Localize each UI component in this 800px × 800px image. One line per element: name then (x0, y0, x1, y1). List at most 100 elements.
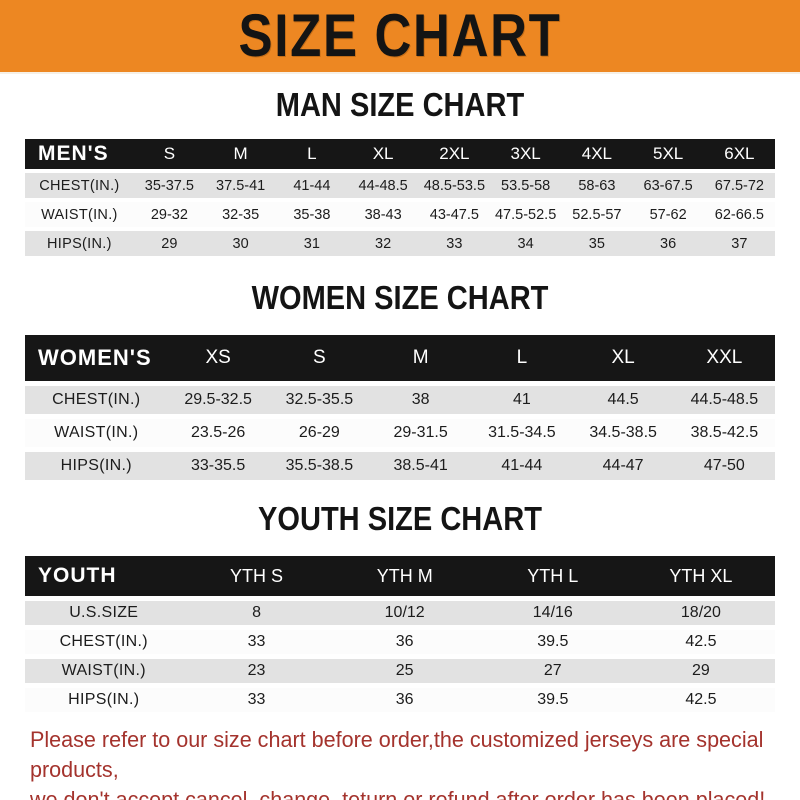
measurement-label: CHEST(IN.) (25, 630, 183, 654)
measurement-label: HIPS(IN.) (25, 231, 134, 256)
measurement-value: 33 (182, 688, 331, 712)
measurement-value: 37 (703, 231, 775, 256)
measurement-value: 25 (330, 659, 479, 683)
measurement-row: HIPS(IN.) 33 36 39.5 42.5 (25, 688, 775, 712)
size-column-header: YTH S (182, 556, 331, 596)
measurement-value: 41-44 (276, 173, 348, 198)
measurement-row: WAIST(IN.) 23 25 27 29 (25, 659, 775, 683)
measurement-label: HIPS(IN.) (25, 452, 168, 480)
measurement-value: 32-35 (205, 202, 277, 227)
measurement-row: CHEST(IN.) 33 36 39.5 42.5 (25, 630, 775, 654)
size-column-header: S (133, 139, 205, 169)
measurement-value: 42.5 (626, 630, 775, 654)
measurement-value: 29 (133, 231, 205, 256)
measurement-value: 26-29 (268, 419, 370, 447)
measurement-value: 38 (370, 386, 472, 414)
size-column-header: 3XL (490, 139, 562, 169)
measurement-value: 27 (478, 659, 627, 683)
table-title-cell: WOMEN'S (25, 335, 168, 381)
measurement-row: WAIST(IN.) 23.5-26 26-29 29-31.5 31.5-34.5 34… (25, 419, 775, 447)
measurement-row: HIPS(IN.) 29 30 31 32 33 34 35 36 37 (25, 231, 775, 256)
measurement-value: 14/16 (478, 601, 627, 625)
size-column-header: M (370, 335, 472, 381)
size-column-header: YTH L (478, 556, 627, 596)
measurement-value: 62-66.5 (703, 202, 775, 227)
measurement-value: 32 (347, 231, 419, 256)
measurement-row: CHEST(IN.) 35-37.5 37.5-41 41-44 44-48.5 48.5… (25, 173, 775, 198)
men-section-heading: MAN SIZE CHART (275, 86, 525, 123)
measurement-value: 58-63 (561, 173, 633, 198)
size-column-header: 6XL (703, 139, 775, 169)
measurement-value: 57-62 (632, 202, 704, 227)
measurement-value: 47-50 (673, 452, 775, 480)
size-column-header: YTH XL (626, 556, 775, 596)
measurement-value: 29 (626, 659, 775, 683)
measurement-label: CHEST(IN.) (25, 386, 168, 414)
men-size-table: MEN'S S M L XL 2XL 3XL 4XL 5XL 6XL CHEST(IN.) 35-37… (25, 135, 775, 260)
measurement-value: 23.5-26 (167, 419, 269, 447)
measurement-value: 41-44 (471, 452, 573, 480)
measurement-value: 33-35.5 (167, 452, 269, 480)
table-header-row: MEN'S S M L XL 2XL 3XL 4XL 5XL 6XL (25, 139, 775, 169)
size-column-header: XS (167, 335, 269, 381)
measurement-value: 39.5 (478, 688, 627, 712)
measurement-value: 38-43 (347, 202, 419, 227)
measurement-value: 48.5-53.5 (418, 173, 490, 198)
measurement-value: 44-48.5 (347, 173, 419, 198)
measurement-value: 38.5-42.5 (673, 419, 775, 447)
table-title-cell: MEN'S (25, 139, 134, 169)
youth-size-section: YOUTH SIZE CHART YOUTH YTH S YTH M YTH L YTH… (0, 485, 800, 717)
measurement-value: 53.5-58 (490, 173, 562, 198)
size-column-header: XL (347, 139, 419, 169)
measurement-label: WAIST(IN.) (25, 659, 183, 683)
measurement-value: 31 (276, 231, 348, 256)
measurement-value: 36 (330, 630, 479, 654)
measurement-value: 43-47.5 (418, 202, 490, 227)
measurement-value: 38.5-41 (370, 452, 472, 480)
measurement-value: 30 (205, 231, 277, 256)
table-header-row: YOUTH YTH S YTH M YTH L YTH XL (25, 556, 775, 596)
banner-title: SIZE CHART (238, 2, 562, 69)
measurement-value: 44.5 (572, 386, 674, 414)
measurement-value: 29.5-32.5 (167, 386, 269, 414)
measurement-value: 47.5-52.5 (490, 202, 562, 227)
measurement-row: CHEST(IN.) 29.5-32.5 32.5-35.5 38 41 44.5 44.5… (25, 386, 775, 414)
measurement-value: 44.5-48.5 (673, 386, 775, 414)
size-column-header: XL (572, 335, 674, 381)
measurement-value: 36 (330, 688, 479, 712)
measurement-label: WAIST(IN.) (25, 419, 168, 447)
youth-size-table: YOUTH YTH S YTH M YTH L YTH XL U.S.SIZE 8 10/12… (25, 551, 775, 717)
measurement-value: 41 (471, 386, 573, 414)
measurement-label: U.S.SIZE (25, 601, 183, 625)
measurement-value: 52.5-57 (561, 202, 633, 227)
measurement-value: 42.5 (626, 688, 775, 712)
measurement-value: 35-38 (276, 202, 348, 227)
men-size-section: MAN SIZE CHART MEN'S S M L XL 2XL 3XL 4XL 5XL 6XL… (0, 74, 800, 260)
measurement-value: 33 (418, 231, 490, 256)
measurement-value: 23 (182, 659, 331, 683)
measurement-value: 32.5-35.5 (268, 386, 370, 414)
measurement-value: 18/20 (626, 601, 775, 625)
size-column-header: L (471, 335, 573, 381)
measurement-row: HIPS(IN.) 33-35.5 35.5-38.5 38.5-41 41-44 44-… (25, 452, 775, 480)
measurement-value: 63-67.5 (632, 173, 704, 198)
measurement-row: U.S.SIZE 8 10/12 14/16 18/20 (25, 601, 775, 625)
measurement-value: 34 (490, 231, 562, 256)
size-chart-banner: SIZE CHART (0, 0, 800, 74)
size-column-header: L (276, 139, 348, 169)
measurement-value: 37.5-41 (205, 173, 277, 198)
size-column-header: YTH M (330, 556, 479, 596)
measurement-value: 44-47 (572, 452, 674, 480)
size-column-header: M (205, 139, 277, 169)
measurement-value: 67.5-72 (703, 173, 775, 198)
women-section-heading: WOMEN SIZE CHART (251, 279, 549, 316)
measurement-value: 10/12 (330, 601, 479, 625)
size-column-header: 2XL (418, 139, 490, 169)
measurement-label: HIPS(IN.) (25, 688, 183, 712)
footer-note: Please refer to our size chart before or… (30, 725, 785, 800)
measurement-value: 33 (182, 630, 331, 654)
table-header-row: WOMEN'S XS S M L XL XXL (25, 335, 775, 381)
size-column-header: S (268, 335, 370, 381)
measurement-label: WAIST(IN.) (25, 202, 134, 227)
measurement-value: 8 (182, 601, 331, 625)
